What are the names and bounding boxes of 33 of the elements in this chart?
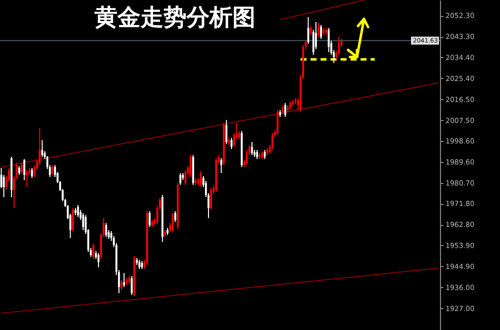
candlestick [200,170,202,188]
candlestick [338,36,340,56]
candlestick [77,204,79,218]
candlestick [38,127,41,166]
candlestick [179,172,182,186]
candlestick [190,154,192,178]
candlestick [230,138,232,150]
candlestick [251,141,253,156]
candlestick [31,167,33,178]
candlestick [271,132,274,150]
candlestick [210,188,212,210]
candlestick [23,158,26,181]
candlestick [172,212,174,233]
candlestick [246,149,248,166]
candlestick [138,259,140,270]
candlestick [225,120,228,145]
chart-title: 黄金走势分析图 [94,4,256,31]
candlestick [92,244,94,260]
candlestick [72,208,74,232]
candlestick [120,280,122,291]
candlestick [310,25,312,36]
candlestick [276,110,279,136]
candlestick [98,252,100,268]
candlestick [26,170,28,188]
candlestick [318,22,320,38]
candlestick [256,149,258,160]
candlestick [148,210,151,228]
candlestick [184,170,186,186]
candlestick [123,272,126,288]
candlestick [51,164,54,176]
candlestick [320,24,322,40]
candlestick [82,212,84,231]
candlestick [105,222,108,238]
